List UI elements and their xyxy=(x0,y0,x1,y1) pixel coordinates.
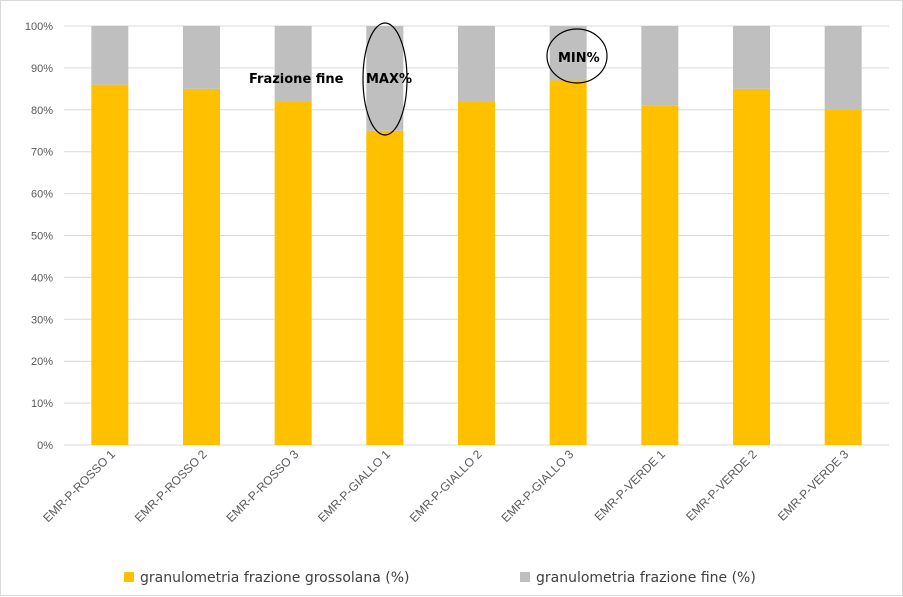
y-tick-label: 70% xyxy=(31,147,53,159)
bar-segment-grossolana xyxy=(458,101,495,446)
y-tick-label: 60% xyxy=(31,189,53,201)
y-tick-label: 20% xyxy=(31,356,53,368)
bar-segment-grossolana xyxy=(824,109,862,446)
legend-swatch-grossolana xyxy=(124,572,134,582)
bar-segment-fine xyxy=(458,26,495,102)
y-tick-label: 50% xyxy=(31,231,53,243)
legend-label-fine: granulometria frazione fine (%) xyxy=(536,570,756,586)
annotation-min: MIN% xyxy=(558,51,600,66)
bar-segment-grossolana xyxy=(366,130,404,445)
bar-segment-grossolana xyxy=(274,101,312,446)
x-category-label: EMR-P-ROSSO 2 xyxy=(132,447,210,525)
bar-segment-fine xyxy=(366,26,404,131)
y-tick-label: 10% xyxy=(31,398,53,410)
bar-segment-grossolana xyxy=(549,80,587,445)
y-tick-label: 30% xyxy=(31,314,53,326)
x-category-label: EMR-P-ROSSO 3 xyxy=(223,447,301,525)
y-tick-label: 0% xyxy=(37,440,53,452)
x-category-label: EMR-P-GIALLO 3 xyxy=(498,447,576,525)
legend: granulometria frazione grossolana (%) gr… xyxy=(124,570,756,586)
bar-segment-grossolana xyxy=(733,88,770,445)
bar-segment-fine xyxy=(274,26,312,102)
bar-segment-fine xyxy=(91,26,129,85)
bar-segment-grossolana xyxy=(91,84,129,445)
y-tick-label: 90% xyxy=(31,63,53,75)
x-category-label: EMR-P-GIALLO 2 xyxy=(407,447,485,525)
bars xyxy=(91,26,862,446)
x-category-label: EMR-P-VERDE 2 xyxy=(683,447,760,524)
bar-segment-grossolana xyxy=(641,105,679,446)
annotation-max-ellipse xyxy=(362,22,408,136)
x-category-label: EMR-P-VERDE 3 xyxy=(775,447,852,524)
annotation-max: MAX% xyxy=(366,72,412,87)
y-axis-tick-labels: 0% 10% 20% 30% 40% 50% 60% 70% 80% 90% 100% xyxy=(25,21,53,452)
bar-segment-fine xyxy=(641,26,679,106)
bar-segment-fine xyxy=(733,26,770,89)
bar-segment-fine xyxy=(549,26,587,81)
bar-segment-fine xyxy=(183,26,220,89)
annotation-frazione-fine: Frazione fine xyxy=(249,72,344,87)
legend-swatch-fine xyxy=(520,572,530,582)
x-category-label: EMR-P-GIALLO 1 xyxy=(315,447,393,525)
annotation-min-ellipse xyxy=(546,28,608,84)
x-category-label: EMR-P-ROSSO 1 xyxy=(40,447,118,525)
x-category-label: EMR-P-VERDE 1 xyxy=(592,447,669,524)
y-tick-label: 80% xyxy=(31,105,53,117)
legend-label-grossolana: granulometria frazione grossolana (%) xyxy=(140,570,410,586)
bar-segment-grossolana xyxy=(183,88,220,445)
annotations: Frazione fine MAX% MIN% xyxy=(249,22,608,136)
bar-segment-fine xyxy=(824,26,862,110)
y-tick-label: 100% xyxy=(25,21,53,33)
y-tick-label: 40% xyxy=(31,272,53,284)
